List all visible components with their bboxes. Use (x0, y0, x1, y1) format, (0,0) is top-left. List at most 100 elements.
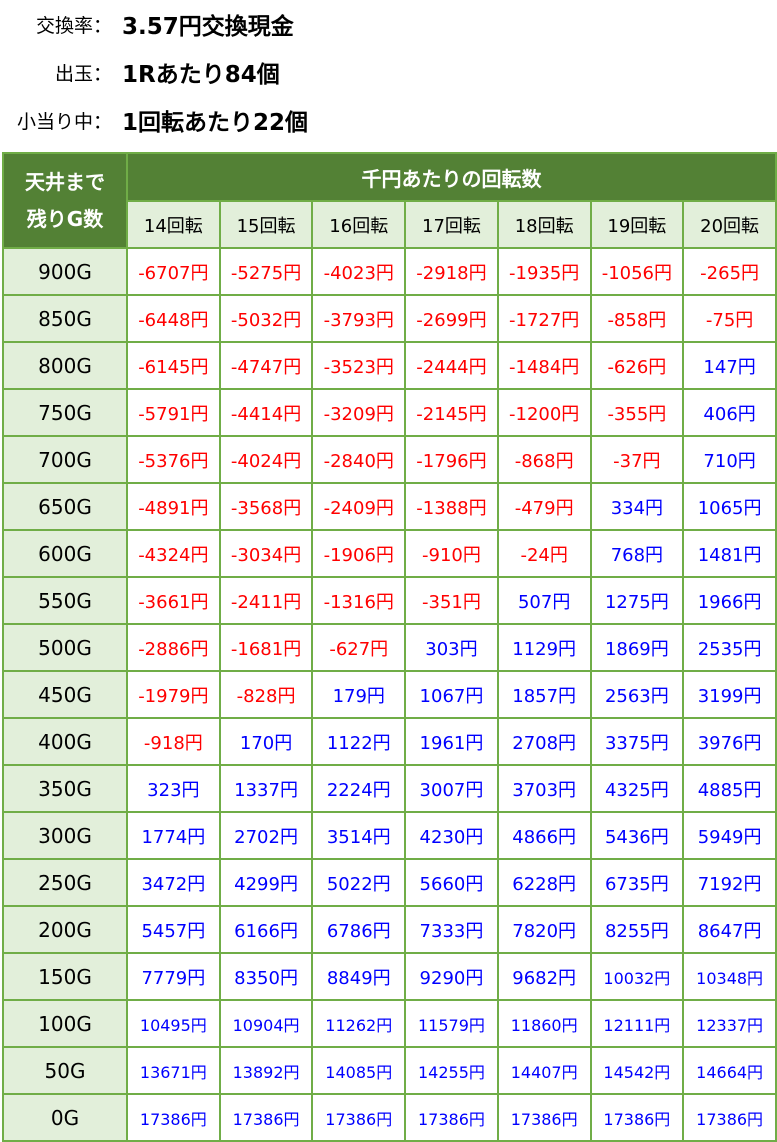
value-cell: -4024円 (218, 435, 314, 484)
value-cell: -3568円 (218, 482, 314, 531)
column-header: 14回転 (126, 200, 221, 249)
value-cell: 3199円 (682, 670, 777, 719)
value-cell: -6707円 (126, 247, 221, 296)
value-cell: -2411円 (218, 576, 314, 625)
expected-value-table: 天井まで 残りG数 千円あたりの回転数 14回転 15回転 16回転 17回転 18回転… (2, 152, 777, 1142)
value-cell: 4325円 (589, 764, 685, 813)
table-row: 700G -5376円 -4024円 -2840円 -1796円 -868円 -37円 710… (2, 435, 777, 484)
table-row: 650G -4891円 -3568円 -2409円 -1388円 -479円 334円 106… (2, 482, 777, 531)
value-cell: 147円 (682, 341, 777, 390)
value-cell: -351円 (404, 576, 499, 625)
value-cell: 17386円 (589, 1093, 685, 1142)
value-cell: -1935円 (496, 247, 592, 296)
payout-label: 出玉： (54, 62, 112, 85)
table-row: 0G 17386円 17386円 17386円 17386円 17386円 17386円 17… (2, 1093, 777, 1142)
value-cell: 13671円 (126, 1046, 221, 1095)
value-cell: 11262円 (311, 999, 407, 1048)
value-cell: 4299円 (218, 858, 314, 907)
row-label: 300G (2, 811, 128, 860)
table-row: 450G -1979円 -828円 179円 1067円 1857円 2563円 3199円 (2, 670, 777, 719)
value-cell: -4747円 (218, 341, 314, 390)
table-row: 600G -4324円 -3034円 -1906円 -910円 -24円 768円 1481円 (2, 529, 777, 578)
value-cell: -5791円 (126, 388, 221, 437)
row-label: 550G (2, 576, 128, 625)
row-label: 150G (2, 952, 128, 1001)
value-cell: -265円 (682, 247, 777, 296)
value-cell: 17386円 (496, 1093, 592, 1142)
row-label: 400G (2, 717, 128, 766)
value-cell: 5436円 (589, 811, 685, 860)
value-cell: 13892円 (218, 1046, 314, 1095)
value-cell: 1481円 (682, 529, 777, 578)
value-cell: 2224円 (311, 764, 407, 813)
value-cell: 5022円 (311, 858, 407, 907)
value-cell: -24円 (496, 529, 592, 578)
value-cell: -2840円 (311, 435, 407, 484)
value-cell: 11579円 (404, 999, 499, 1048)
value-cell: -1056円 (589, 247, 685, 296)
value-cell: -828円 (218, 670, 314, 719)
row-label: 850G (2, 294, 128, 343)
column-header: 16回転 (311, 200, 407, 249)
table-row: 750G -5791円 -4414円 -3209円 -2145円 -1200円 -355円 4… (2, 388, 777, 437)
value-cell: 334円 (589, 482, 685, 531)
value-cell: 2535円 (682, 623, 777, 672)
value-cell: 4885円 (682, 764, 777, 813)
row-label: 100G (2, 999, 128, 1048)
value-cell: -1681円 (218, 623, 314, 672)
table-row: 800G -6145円 -4747円 -3523円 -2444円 -1484円 -626円 1… (2, 341, 777, 390)
row-label: 800G (2, 341, 128, 390)
column-header: 18回転 (496, 200, 592, 249)
row-label: 500G (2, 623, 128, 672)
value-cell: -1200円 (496, 388, 592, 437)
table-row: 900G -6707円 -5275円 -4023円 -2918円 -1935円 -1056円… (2, 247, 777, 296)
value-cell: 6166円 (218, 905, 314, 954)
value-cell: -1979円 (126, 670, 221, 719)
value-cell: 5457円 (126, 905, 221, 954)
value-cell: 17386円 (218, 1093, 314, 1142)
value-cell: -627円 (311, 623, 407, 672)
value-cell: 17386円 (311, 1093, 407, 1142)
value-cell: -6448円 (126, 294, 221, 343)
corner-label-line1: 天井まで (25, 169, 105, 194)
value-cell: 14255円 (404, 1046, 499, 1095)
value-cell: -4324円 (126, 529, 221, 578)
value-cell: 6786円 (311, 905, 407, 954)
table-row: 350G 323円 1337円 2224円 3007円 3703円 4325円 4885円 (2, 764, 777, 813)
table-row: 250G 3472円 4299円 5022円 5660円 6228円 6735円 7192円 (2, 858, 777, 907)
value-cell: 12337円 (682, 999, 777, 1048)
value-cell: -355円 (589, 388, 685, 437)
value-cell: 6228円 (496, 858, 592, 907)
row-label: 750G (2, 388, 128, 437)
corner-label-line2: 残りG数 (26, 206, 104, 231)
row-label: 350G (2, 764, 128, 813)
value-cell: 7333円 (404, 905, 499, 954)
value-cell: 6735円 (589, 858, 685, 907)
value-cell: 406円 (682, 388, 777, 437)
value-cell: -626円 (589, 341, 685, 390)
value-cell: -4414円 (218, 388, 314, 437)
value-cell: 4230円 (404, 811, 499, 860)
value-cell: 1122円 (311, 717, 407, 766)
value-cell: -1484円 (496, 341, 592, 390)
value-cell: 4866円 (496, 811, 592, 860)
small-hit-row: 小当り中： 1回転あたり22個 (0, 96, 777, 144)
value-cell: 3375円 (589, 717, 685, 766)
row-label: 250G (2, 858, 128, 907)
table-row: 200G 5457円 6166円 6786円 7333円 7820円 8255円 8647円 (2, 905, 777, 954)
value-cell: 2708円 (496, 717, 592, 766)
value-cell: 1065円 (682, 482, 777, 531)
payout-row: 出玉： 1Rあたり84個 (0, 48, 777, 96)
value-cell: 3007円 (404, 764, 499, 813)
row-label: 900G (2, 247, 128, 296)
value-cell: -2145円 (404, 388, 499, 437)
remaining-games-header: 天井まで 残りG数 (2, 152, 128, 249)
row-label: 200G (2, 905, 128, 954)
value-cell: 8255円 (589, 905, 685, 954)
exchange-rate-row: 交換率： 3.57円交換現金 (0, 0, 777, 48)
value-cell: 10032円 (589, 952, 685, 1001)
value-cell: -2409円 (311, 482, 407, 531)
value-cell: 14085円 (311, 1046, 407, 1095)
value-cell: 17386円 (682, 1093, 777, 1142)
value-cell: 1961円 (404, 717, 499, 766)
